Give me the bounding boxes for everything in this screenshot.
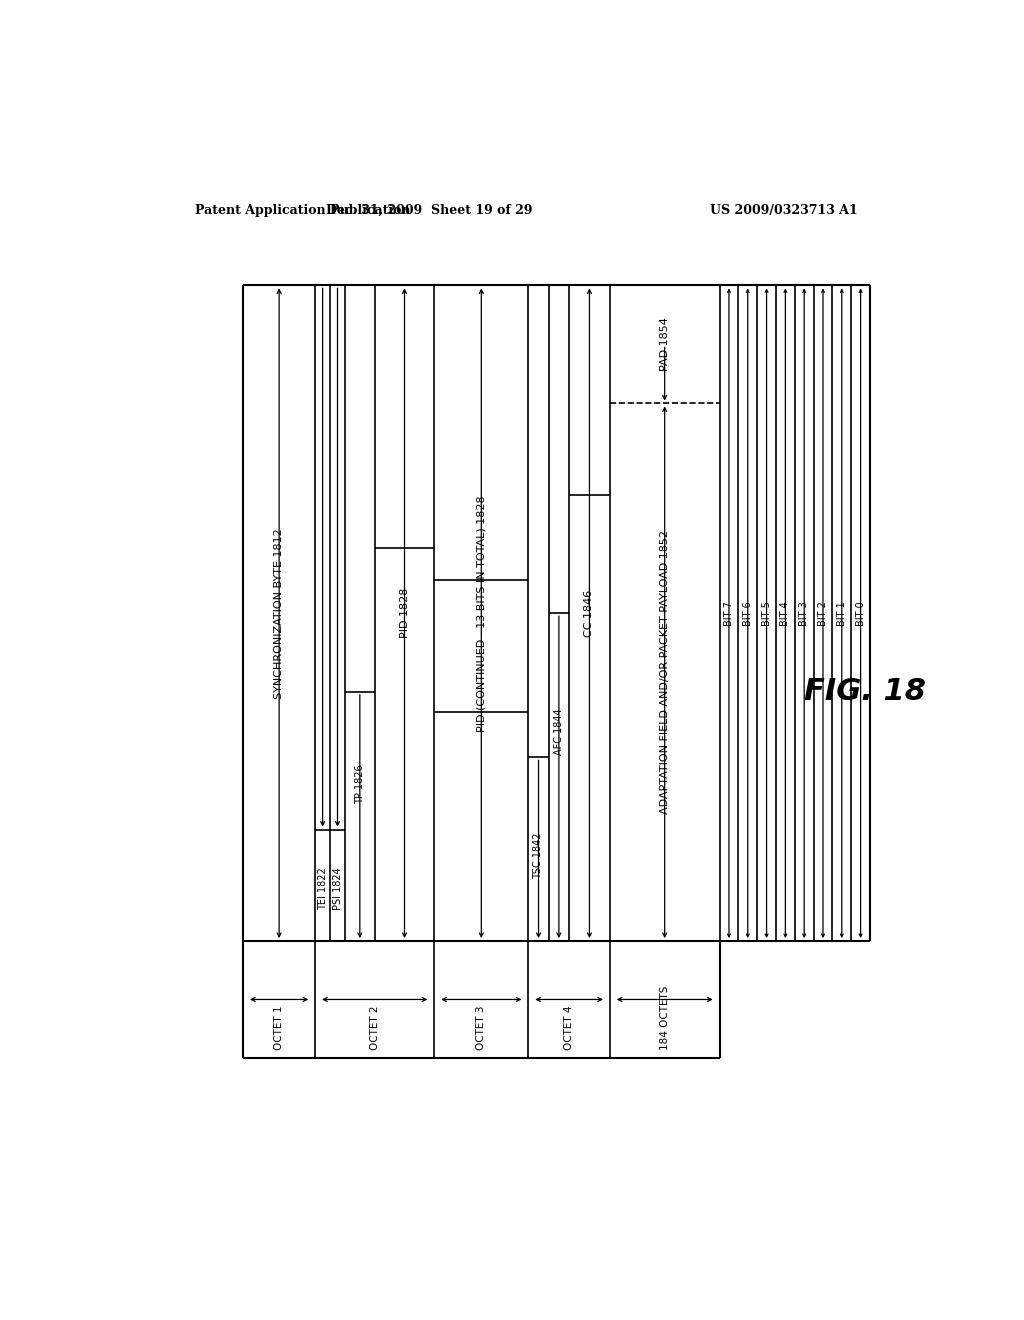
Text: 184 OCTETS: 184 OCTETS (659, 986, 670, 1049)
Text: BIT 3: BIT 3 (799, 601, 809, 626)
Text: BIT 7: BIT 7 (724, 601, 734, 626)
Text: OCTET 2: OCTET 2 (370, 1006, 380, 1049)
Text: FIG. 18: FIG. 18 (805, 677, 927, 706)
Text: CC 1846: CC 1846 (585, 590, 595, 636)
Text: TP 1826: TP 1826 (355, 764, 365, 804)
Text: BIT 0: BIT 0 (856, 601, 865, 626)
Text: PID 1828: PID 1828 (399, 587, 410, 639)
Text: OCTET 4: OCTET 4 (564, 1006, 574, 1049)
Text: TEI 1822: TEI 1822 (317, 867, 328, 909)
Text: OCTET 1: OCTET 1 (274, 1006, 284, 1049)
Text: BIT 1: BIT 1 (837, 601, 847, 626)
Text: BIT 2: BIT 2 (818, 601, 828, 626)
Text: OCTET 3: OCTET 3 (476, 1006, 486, 1049)
Text: TSC 1842: TSC 1842 (534, 833, 544, 879)
Text: Patent Application Publication: Patent Application Publication (196, 205, 411, 216)
Text: SYNCHRONIZATION BYTE 1812: SYNCHRONIZATION BYTE 1812 (274, 528, 284, 698)
Text: BIT 4: BIT 4 (780, 601, 791, 626)
Text: PSI 1824: PSI 1824 (333, 867, 342, 909)
Text: BIT 6: BIT 6 (742, 601, 753, 626)
Text: US 2009/0323713 A1: US 2009/0323713 A1 (711, 205, 858, 216)
Text: Dec. 31, 2009  Sheet 19 of 29: Dec. 31, 2009 Sheet 19 of 29 (327, 205, 532, 216)
Text: ADAPTATION FIELD AND/OR PACKET PAYLOAD 1852: ADAPTATION FIELD AND/OR PACKET PAYLOAD 1… (659, 531, 670, 814)
Text: BIT 5: BIT 5 (762, 601, 771, 626)
Text: AFC 1844: AFC 1844 (554, 708, 564, 755)
Text: PAD 1854: PAD 1854 (659, 318, 670, 371)
Text: PID (CONTINUED - 13 BITS IN TOTAL) 1828: PID (CONTINUED - 13 BITS IN TOTAL) 1828 (476, 495, 486, 731)
